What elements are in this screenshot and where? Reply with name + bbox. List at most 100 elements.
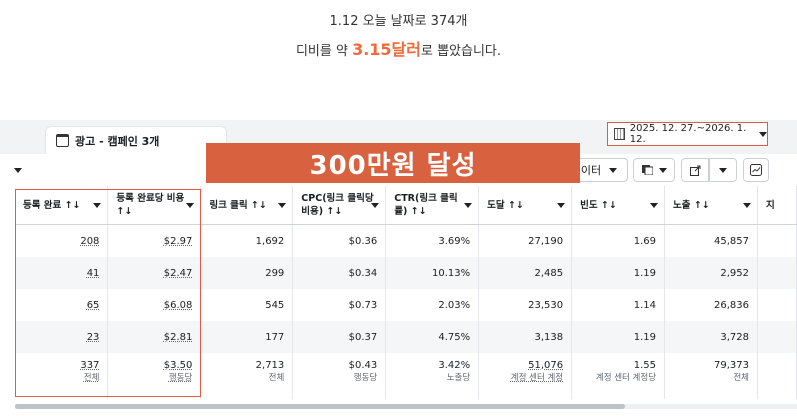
column-header-label: 노출 ↑↓ <box>673 199 710 211</box>
summary-cell <box>757 353 797 399</box>
column-header-label: 빈도 ↑↓ <box>580 199 617 211</box>
chevron-down-icon[interactable] <box>278 203 287 208</box>
column-header[interactable]: 도달 ↑↓ <box>478 186 573 225</box>
column-header[interactable]: 등록 완료당 비용 ↑↓ <box>107 186 202 225</box>
table-cell <box>757 257 797 289</box>
export-button[interactable] <box>681 158 709 182</box>
cell-value: 4.75% <box>438 331 471 343</box>
breakdown-dropdown[interactable] <box>633 158 675 182</box>
table-cell[interactable]: $6.08 <box>107 289 202 321</box>
column-header-label: 등록 완료 ↑↓ <box>23 199 81 211</box>
date-range-picker[interactable]: 2025. 12. 27.~2026. 1. 12. <box>607 122 768 146</box>
summary-cell: 337 전체 <box>15 353 109 399</box>
tab-campaigns[interactable]: 광고 - 캠페인 3개 <box>45 126 227 154</box>
summary-value: $0.43 <box>348 360 378 371</box>
column-header-label: CTR(링크 클릭률) ↑↓ <box>394 193 458 217</box>
chevron-down-icon[interactable] <box>14 168 22 173</box>
chevron-down-icon[interactable] <box>93 203 102 208</box>
column-header-label: CPC(링크 클릭당 비용) ↑↓ <box>301 193 374 217</box>
export-dropdown[interactable] <box>709 158 737 182</box>
table-row: 41 $2.47 299 $0.34 10.13% 2,485 1.19 2,952 <box>15 257 797 289</box>
column-header[interactable]: 지 <box>757 186 797 225</box>
summary-cell: 2,713 전체 <box>200 353 294 399</box>
chart-button[interactable] <box>743 158 769 182</box>
chevron-down-icon[interactable] <box>742 203 751 208</box>
cell-value: 3,728 <box>720 331 749 343</box>
table-cell[interactable]: 41 <box>15 257 109 289</box>
table-cell[interactable]: $2.47 <box>107 257 202 289</box>
table-cell: 26,836 <box>664 289 758 321</box>
cell-value: 299 <box>265 267 285 279</box>
chevron-down-icon[interactable] <box>464 203 473 208</box>
cell-value: 23 <box>86 331 100 343</box>
table-row: 208 $2.97 1,692 $0.36 3.69% 27,190 1.69 45,857 <box>15 224 797 257</box>
table-cell[interactable]: 65 <box>15 289 109 321</box>
summary-value: 3.42% <box>438 360 471 371</box>
chevron-down-icon[interactable] <box>650 203 659 208</box>
table-cell: 2,485 <box>478 257 573 289</box>
cell-value: 45,857 <box>713 235 749 247</box>
table-cell: 45,857 <box>664 224 758 257</box>
chevron-down-icon[interactable] <box>557 203 566 208</box>
table-cell <box>757 224 797 257</box>
summary-cell: $0.43 행동당 <box>292 353 387 399</box>
column-header-label: 등록 완료당 비용 ↑↓ <box>116 193 185 217</box>
cell-value: $0.73 <box>348 299 378 311</box>
column-header[interactable]: CTR(링크 클릭률) ↑↓ <box>385 186 480 225</box>
table-cell: 1.69 <box>571 224 666 257</box>
summary-cell: 1.55 계정 센터 계정당 <box>571 353 666 399</box>
table-cell: 4.75% <box>385 321 480 353</box>
table-cell: 1.19 <box>571 257 666 289</box>
summary-sub-label: 전체 <box>83 373 100 383</box>
chevron-down-icon <box>609 167 618 173</box>
cell-value: 65 <box>86 299 100 311</box>
cell-value: 1.14 <box>633 299 657 311</box>
table-cell: 10.13% <box>385 257 480 289</box>
table-cell[interactable]: $2.97 <box>107 224 202 257</box>
cell-value: 3,138 <box>534 331 564 343</box>
achievement-banner: 300만원 달성 <box>206 143 580 183</box>
scrollbar-thumb[interactable] <box>15 404 625 409</box>
tab-campaigns-label: 광고 - 캠페인 3개 <box>75 134 160 148</box>
column-header[interactable]: 빈도 ↑↓ <box>571 186 666 225</box>
cell-value: 208 <box>80 235 100 247</box>
chevron-down-icon <box>759 131 767 137</box>
column-header[interactable]: CPC(링크 클릭당 비용) ↑↓ <box>292 186 387 225</box>
summary-cell: 79,373 전체 <box>664 353 758 399</box>
caption-prefix: 디비를 약 <box>295 44 353 59</box>
chevron-down-icon[interactable] <box>186 203 195 208</box>
column-header[interactable]: 노출 ↑↓ <box>664 186 758 225</box>
cell-value: $2.81 <box>163 331 193 343</box>
table-cell[interactable]: $2.81 <box>107 321 202 353</box>
cost-highlight: 3.15달러 <box>352 40 421 59</box>
cell-value: 10.13% <box>432 267 471 279</box>
cell-value: 27,190 <box>528 235 564 247</box>
date-range-label: 2025. 12. 27.~2026. 1. 12. <box>629 123 747 145</box>
cell-value: 1.19 <box>633 331 657 343</box>
breakdown-icon <box>641 165 653 175</box>
summary-sub-label: 행동당 <box>168 373 193 383</box>
summary-cell: 3.42% 노출당 <box>385 353 480 399</box>
cell-value: 1.19 <box>633 267 657 279</box>
table-cell: 2.03% <box>385 289 480 321</box>
cell-value: 2,485 <box>534 267 564 279</box>
table-cell[interactable]: 208 <box>15 224 109 257</box>
column-header[interactable]: 링크 클릭 ↑↓ <box>200 186 294 225</box>
chevron-down-icon[interactable] <box>371 203 380 208</box>
table-cell: 1.14 <box>571 289 666 321</box>
table-row: 23 $2.81 177 $0.37 4.75% 3,138 1.19 3,728 <box>15 321 797 353</box>
summary-cell: $3.50 행동당 <box>107 353 202 399</box>
column-header[interactable]: 등록 완료 ↑↓ <box>15 186 109 225</box>
table-cell[interactable]: 23 <box>15 321 109 353</box>
summary-sub-label: 계정 센터 계정 <box>510 373 564 383</box>
caption-line-2: 디비를 약 3.15달러로 뽑았습니다. <box>0 36 797 60</box>
table-cell: 23,530 <box>478 289 573 321</box>
column-header-label: 지 <box>765 199 775 211</box>
metrics-table: 등록 완료 ↑↓ 등록 완료당 비용 ↑↓ 링크 클릭 ↑↓ CPC(링크 클릭당 비… <box>15 186 797 399</box>
summary-value: 2,713 <box>255 360 285 371</box>
summary-sub-label: 노출당 <box>446 373 471 383</box>
summary-cell: 51,076 계정 센터 계정 <box>478 353 573 399</box>
filter-label: 이터 <box>580 164 602 177</box>
caption-line-1: 1.12 오늘 날짜로 374개 <box>329 14 468 29</box>
table-cell: 27,190 <box>478 224 573 257</box>
